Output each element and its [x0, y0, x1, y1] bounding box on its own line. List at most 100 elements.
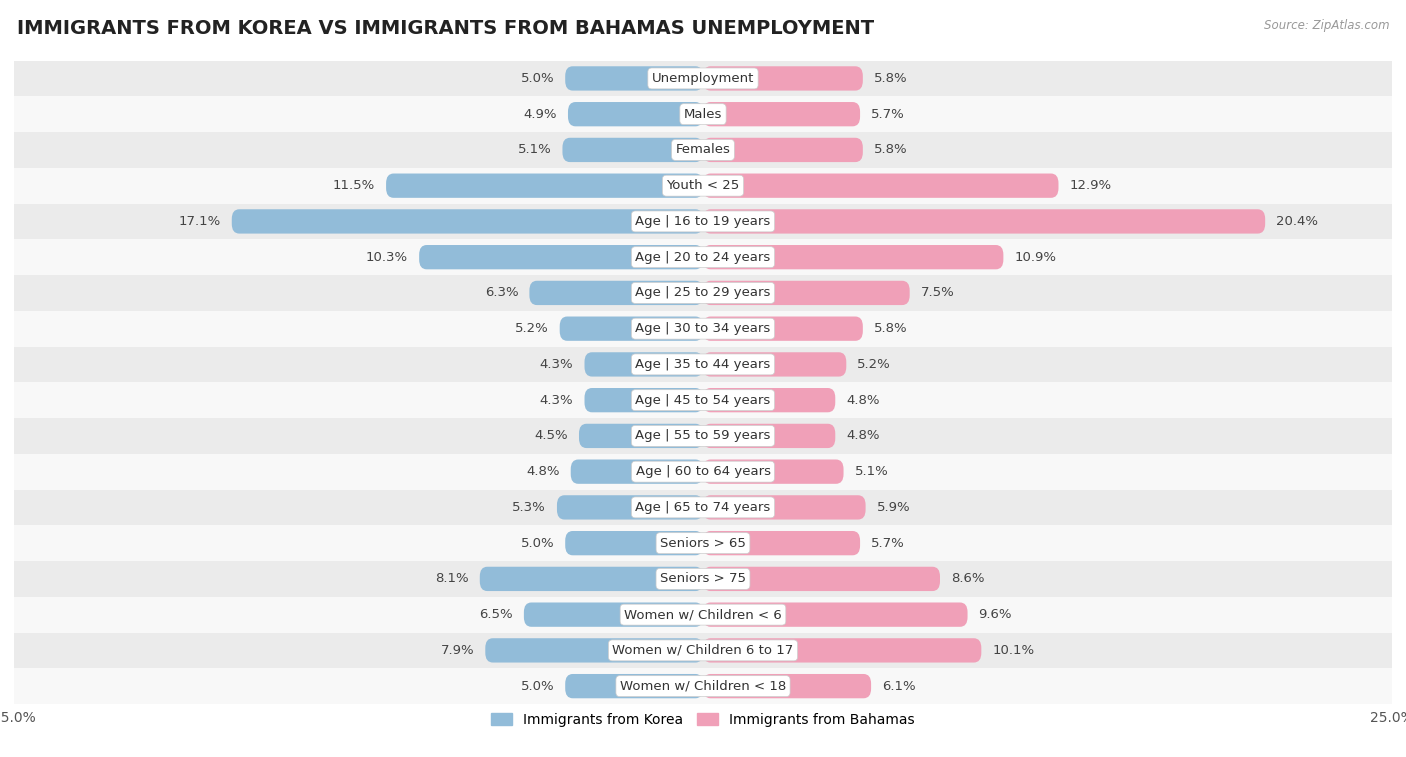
- Text: 5.7%: 5.7%: [872, 107, 905, 120]
- FancyBboxPatch shape: [565, 67, 703, 91]
- FancyBboxPatch shape: [14, 597, 1392, 633]
- Text: 8.1%: 8.1%: [434, 572, 468, 585]
- FancyBboxPatch shape: [14, 382, 1392, 418]
- Text: 5.2%: 5.2%: [515, 322, 548, 335]
- FancyBboxPatch shape: [571, 459, 703, 484]
- FancyBboxPatch shape: [14, 347, 1392, 382]
- FancyBboxPatch shape: [568, 102, 703, 126]
- Text: 5.1%: 5.1%: [517, 143, 551, 157]
- FancyBboxPatch shape: [565, 531, 703, 556]
- Text: Females: Females: [675, 143, 731, 157]
- Text: Women w/ Children < 18: Women w/ Children < 18: [620, 680, 786, 693]
- FancyBboxPatch shape: [524, 603, 703, 627]
- Text: IMMIGRANTS FROM KOREA VS IMMIGRANTS FROM BAHAMAS UNEMPLOYMENT: IMMIGRANTS FROM KOREA VS IMMIGRANTS FROM…: [17, 19, 875, 38]
- Text: 5.1%: 5.1%: [855, 465, 889, 478]
- Text: 7.5%: 7.5%: [921, 286, 955, 300]
- Text: Youth < 25: Youth < 25: [666, 179, 740, 192]
- Text: 5.8%: 5.8%: [875, 322, 907, 335]
- Text: 5.0%: 5.0%: [520, 537, 554, 550]
- FancyBboxPatch shape: [703, 495, 866, 519]
- FancyBboxPatch shape: [479, 567, 703, 591]
- FancyBboxPatch shape: [14, 418, 1392, 453]
- FancyBboxPatch shape: [703, 67, 863, 91]
- FancyBboxPatch shape: [703, 138, 863, 162]
- FancyBboxPatch shape: [14, 561, 1392, 597]
- FancyBboxPatch shape: [703, 459, 844, 484]
- FancyBboxPatch shape: [579, 424, 703, 448]
- Text: 20.4%: 20.4%: [1277, 215, 1319, 228]
- Text: 4.5%: 4.5%: [534, 429, 568, 442]
- Text: 10.1%: 10.1%: [993, 644, 1035, 657]
- FancyBboxPatch shape: [560, 316, 703, 341]
- FancyBboxPatch shape: [14, 633, 1392, 668]
- Text: 4.8%: 4.8%: [846, 429, 880, 442]
- Text: 6.5%: 6.5%: [479, 608, 513, 621]
- Text: 6.3%: 6.3%: [485, 286, 519, 300]
- Text: 10.3%: 10.3%: [366, 251, 408, 263]
- Text: Seniors > 65: Seniors > 65: [659, 537, 747, 550]
- FancyBboxPatch shape: [14, 490, 1392, 525]
- FancyBboxPatch shape: [14, 168, 1392, 204]
- Text: Women w/ Children < 6: Women w/ Children < 6: [624, 608, 782, 621]
- FancyBboxPatch shape: [703, 424, 835, 448]
- FancyBboxPatch shape: [419, 245, 703, 269]
- FancyBboxPatch shape: [703, 674, 872, 698]
- Text: 5.7%: 5.7%: [872, 537, 905, 550]
- Text: 17.1%: 17.1%: [179, 215, 221, 228]
- FancyBboxPatch shape: [703, 567, 941, 591]
- Text: 4.3%: 4.3%: [540, 358, 574, 371]
- FancyBboxPatch shape: [562, 138, 703, 162]
- Text: Age | 30 to 34 years: Age | 30 to 34 years: [636, 322, 770, 335]
- Legend: Immigrants from Korea, Immigrants from Bahamas: Immigrants from Korea, Immigrants from B…: [485, 707, 921, 733]
- Text: 4.8%: 4.8%: [526, 465, 560, 478]
- Text: 4.9%: 4.9%: [523, 107, 557, 120]
- FancyBboxPatch shape: [703, 209, 1265, 234]
- Text: 5.9%: 5.9%: [876, 501, 910, 514]
- FancyBboxPatch shape: [703, 281, 910, 305]
- FancyBboxPatch shape: [14, 275, 1392, 311]
- FancyBboxPatch shape: [585, 352, 703, 376]
- FancyBboxPatch shape: [14, 132, 1392, 168]
- Text: 4.8%: 4.8%: [846, 394, 880, 407]
- FancyBboxPatch shape: [530, 281, 703, 305]
- Text: 6.1%: 6.1%: [882, 680, 915, 693]
- Text: 10.9%: 10.9%: [1014, 251, 1056, 263]
- FancyBboxPatch shape: [703, 638, 981, 662]
- FancyBboxPatch shape: [14, 525, 1392, 561]
- Text: Age | 20 to 24 years: Age | 20 to 24 years: [636, 251, 770, 263]
- FancyBboxPatch shape: [703, 102, 860, 126]
- Text: 5.0%: 5.0%: [520, 680, 554, 693]
- Text: 5.8%: 5.8%: [875, 72, 907, 85]
- Text: Age | 16 to 19 years: Age | 16 to 19 years: [636, 215, 770, 228]
- Text: 5.8%: 5.8%: [875, 143, 907, 157]
- Text: Age | 45 to 54 years: Age | 45 to 54 years: [636, 394, 770, 407]
- Text: Women w/ Children 6 to 17: Women w/ Children 6 to 17: [613, 644, 793, 657]
- FancyBboxPatch shape: [557, 495, 703, 519]
- Text: Source: ZipAtlas.com: Source: ZipAtlas.com: [1264, 19, 1389, 32]
- Text: Males: Males: [683, 107, 723, 120]
- Text: 5.2%: 5.2%: [858, 358, 891, 371]
- FancyBboxPatch shape: [703, 173, 1059, 198]
- Text: 11.5%: 11.5%: [333, 179, 375, 192]
- FancyBboxPatch shape: [14, 668, 1392, 704]
- Text: Age | 25 to 29 years: Age | 25 to 29 years: [636, 286, 770, 300]
- FancyBboxPatch shape: [232, 209, 703, 234]
- FancyBboxPatch shape: [703, 245, 1004, 269]
- Text: 5.0%: 5.0%: [520, 72, 554, 85]
- FancyBboxPatch shape: [387, 173, 703, 198]
- Text: Seniors > 75: Seniors > 75: [659, 572, 747, 585]
- FancyBboxPatch shape: [485, 638, 703, 662]
- FancyBboxPatch shape: [565, 674, 703, 698]
- Text: 7.9%: 7.9%: [440, 644, 474, 657]
- Text: Age | 35 to 44 years: Age | 35 to 44 years: [636, 358, 770, 371]
- Text: Age | 55 to 59 years: Age | 55 to 59 years: [636, 429, 770, 442]
- FancyBboxPatch shape: [585, 388, 703, 413]
- Text: 8.6%: 8.6%: [950, 572, 984, 585]
- FancyBboxPatch shape: [703, 531, 860, 556]
- FancyBboxPatch shape: [14, 311, 1392, 347]
- Text: 9.6%: 9.6%: [979, 608, 1012, 621]
- Text: 12.9%: 12.9%: [1070, 179, 1112, 192]
- FancyBboxPatch shape: [14, 204, 1392, 239]
- FancyBboxPatch shape: [14, 61, 1392, 96]
- Text: 4.3%: 4.3%: [540, 394, 574, 407]
